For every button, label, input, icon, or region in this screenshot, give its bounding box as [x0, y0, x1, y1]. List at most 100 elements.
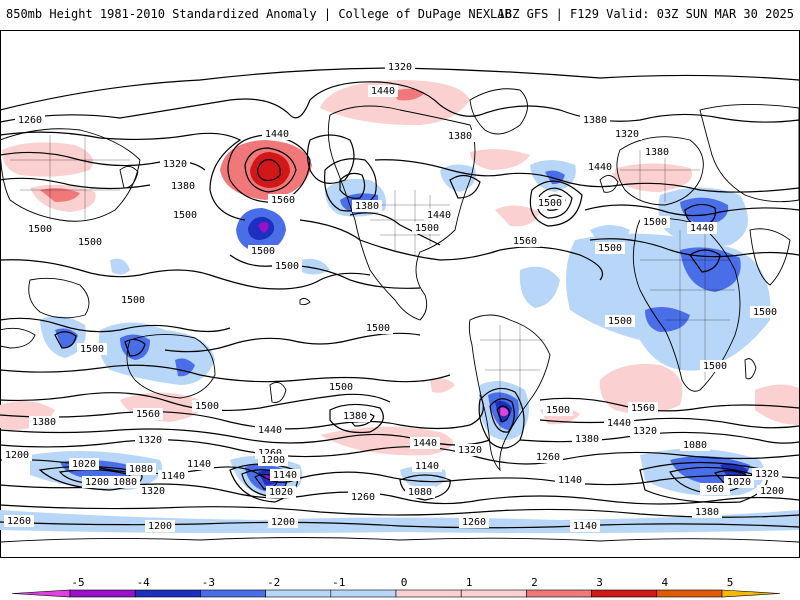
- contour-label: 1500: [329, 382, 353, 393]
- coast-asia-west: [699, 103, 800, 203]
- coast-antarctica: [0, 537, 800, 543]
- contour-label: 1560: [271, 195, 295, 206]
- coast-europe: [616, 136, 704, 206]
- contour-label: 1440: [265, 129, 289, 140]
- colorbar-segment: [395, 589, 462, 598]
- colorbar-segment: [330, 589, 397, 598]
- contour-label: 1020: [727, 477, 751, 488]
- contour-label: 1200: [261, 455, 285, 466]
- contour-label: 1440: [413, 438, 437, 449]
- contour-label: 1440: [690, 223, 714, 234]
- contour-label: 1500: [121, 295, 145, 306]
- colorbar-segments: [11, 589, 781, 598]
- coast-maritime: [28, 277, 90, 319]
- contour-label: 1200: [271, 517, 295, 528]
- contour-label: 1500: [538, 198, 562, 209]
- positive-anomaly-region: [430, 378, 455, 393]
- anomaly-map: 1320 1440 1260 1380 1320 1440 1320 1380 …: [0, 30, 800, 558]
- negative-anomaly-region: [645, 306, 690, 332]
- negative-anomaly-region: [680, 197, 729, 225]
- colorbar-tick-label: 5: [726, 576, 734, 589]
- contour-label: 1320: [141, 486, 165, 497]
- contour-label: 1140: [187, 459, 211, 470]
- contour-label: 1140: [415, 461, 439, 472]
- contour-label: 1380: [171, 181, 195, 192]
- colorbar-legend: -5 -4 -3 -2 -1 0 1 2 3 4 5: [0, 558, 800, 600]
- contour-label: 1200: [5, 450, 29, 461]
- contour-labels: 1320 1440 1260 1380 1320 1440 1320 1380 …: [2, 60, 787, 532]
- contour-label: 1440: [427, 210, 451, 221]
- positive-anomaly-region: [320, 80, 470, 126]
- positive-anomaly-region: [2, 142, 93, 177]
- positive-anomaly-region: [392, 88, 425, 101]
- contour-label: 1140: [558, 475, 582, 486]
- coast-newzealand: [269, 381, 287, 403]
- colorbar-tick-label: 1: [465, 576, 473, 589]
- contour-label: 1380: [32, 417, 56, 428]
- colorbar-tick-label: -3: [201, 576, 216, 589]
- colorbar-segment: [591, 589, 658, 598]
- contour-label: 1500: [546, 405, 570, 416]
- colorbar-segment: [134, 589, 201, 598]
- contour-label: 1500: [195, 401, 219, 412]
- contour-label: 1500: [80, 344, 104, 355]
- contour-label: 1320: [388, 62, 412, 73]
- contour-label: 1320: [633, 426, 657, 437]
- contour-label: 1500: [703, 361, 727, 372]
- colorbar-segment: [200, 589, 266, 598]
- contour-label: 1260: [351, 492, 375, 503]
- colorbar-segment: [526, 589, 592, 598]
- contour-label: 1260: [462, 517, 486, 528]
- contour-label: 1560: [136, 409, 160, 420]
- contour-label: 1320: [458, 445, 482, 456]
- contour-label: 1380: [355, 201, 379, 212]
- colorbar-tick-label: -5: [71, 576, 85, 589]
- contour-label: 960: [706, 484, 724, 495]
- contour-label: 1560: [631, 403, 655, 414]
- contour-label: 1500: [173, 210, 197, 221]
- contour-label: 1440: [588, 162, 612, 173]
- positive-anomaly-region: [470, 149, 530, 170]
- positive-anomaly-region: [755, 384, 799, 425]
- coast-uk: [599, 175, 619, 193]
- contour-label: 1020: [72, 459, 96, 470]
- contour-label: 1440: [371, 86, 395, 97]
- negative-anomaly-region: [519, 266, 560, 308]
- colorbar-segment: [265, 589, 332, 598]
- negative-anomaly-region: [300, 258, 330, 275]
- colorbar-tick-label: 3: [596, 576, 603, 589]
- contour-label: 1500: [78, 237, 102, 248]
- contour-label: 1500: [251, 246, 275, 257]
- contour-label: 1200: [85, 477, 109, 488]
- colorbar-right-extension: [721, 589, 781, 598]
- coast-hawaii: [299, 297, 311, 306]
- contour-label: 1380: [448, 131, 472, 142]
- contour-label: 1440: [258, 425, 282, 436]
- coast-south-america: [468, 314, 551, 472]
- contour-label: 1140: [273, 470, 297, 481]
- contour-label: 1500: [366, 323, 390, 334]
- contour-label: 1260: [18, 115, 42, 126]
- colorbar-segment: [69, 589, 136, 598]
- colorbar-tick-label: 0: [400, 576, 408, 589]
- model-run-info: 18Z GFS | F129 Valid: 03Z SUN MAR 30 202…: [497, 7, 794, 21]
- coastlines: [0, 88, 800, 543]
- coast-asia-east: [0, 128, 141, 222]
- contour-label: 1080: [683, 440, 707, 451]
- coast-indonesia: [0, 327, 36, 349]
- negative-anomaly-region: [545, 170, 565, 185]
- contour-label: 1500: [643, 217, 667, 228]
- contour-label: 1320: [755, 469, 779, 480]
- coast-north-america: [327, 105, 476, 321]
- contour-label: 1140: [161, 471, 185, 482]
- contour-label: 1260: [7, 516, 31, 527]
- coast-india: [749, 228, 791, 286]
- contour-label: 1200: [148, 521, 172, 532]
- contour-label: 1500: [608, 316, 632, 327]
- contour-label: 1020: [269, 487, 293, 498]
- contour-label: 1080: [408, 487, 432, 498]
- colorbar-svg: [11, 589, 781, 598]
- coast-greenland: [469, 88, 528, 135]
- contour-label: 1320: [163, 159, 187, 170]
- contour-label: 1380: [575, 434, 599, 445]
